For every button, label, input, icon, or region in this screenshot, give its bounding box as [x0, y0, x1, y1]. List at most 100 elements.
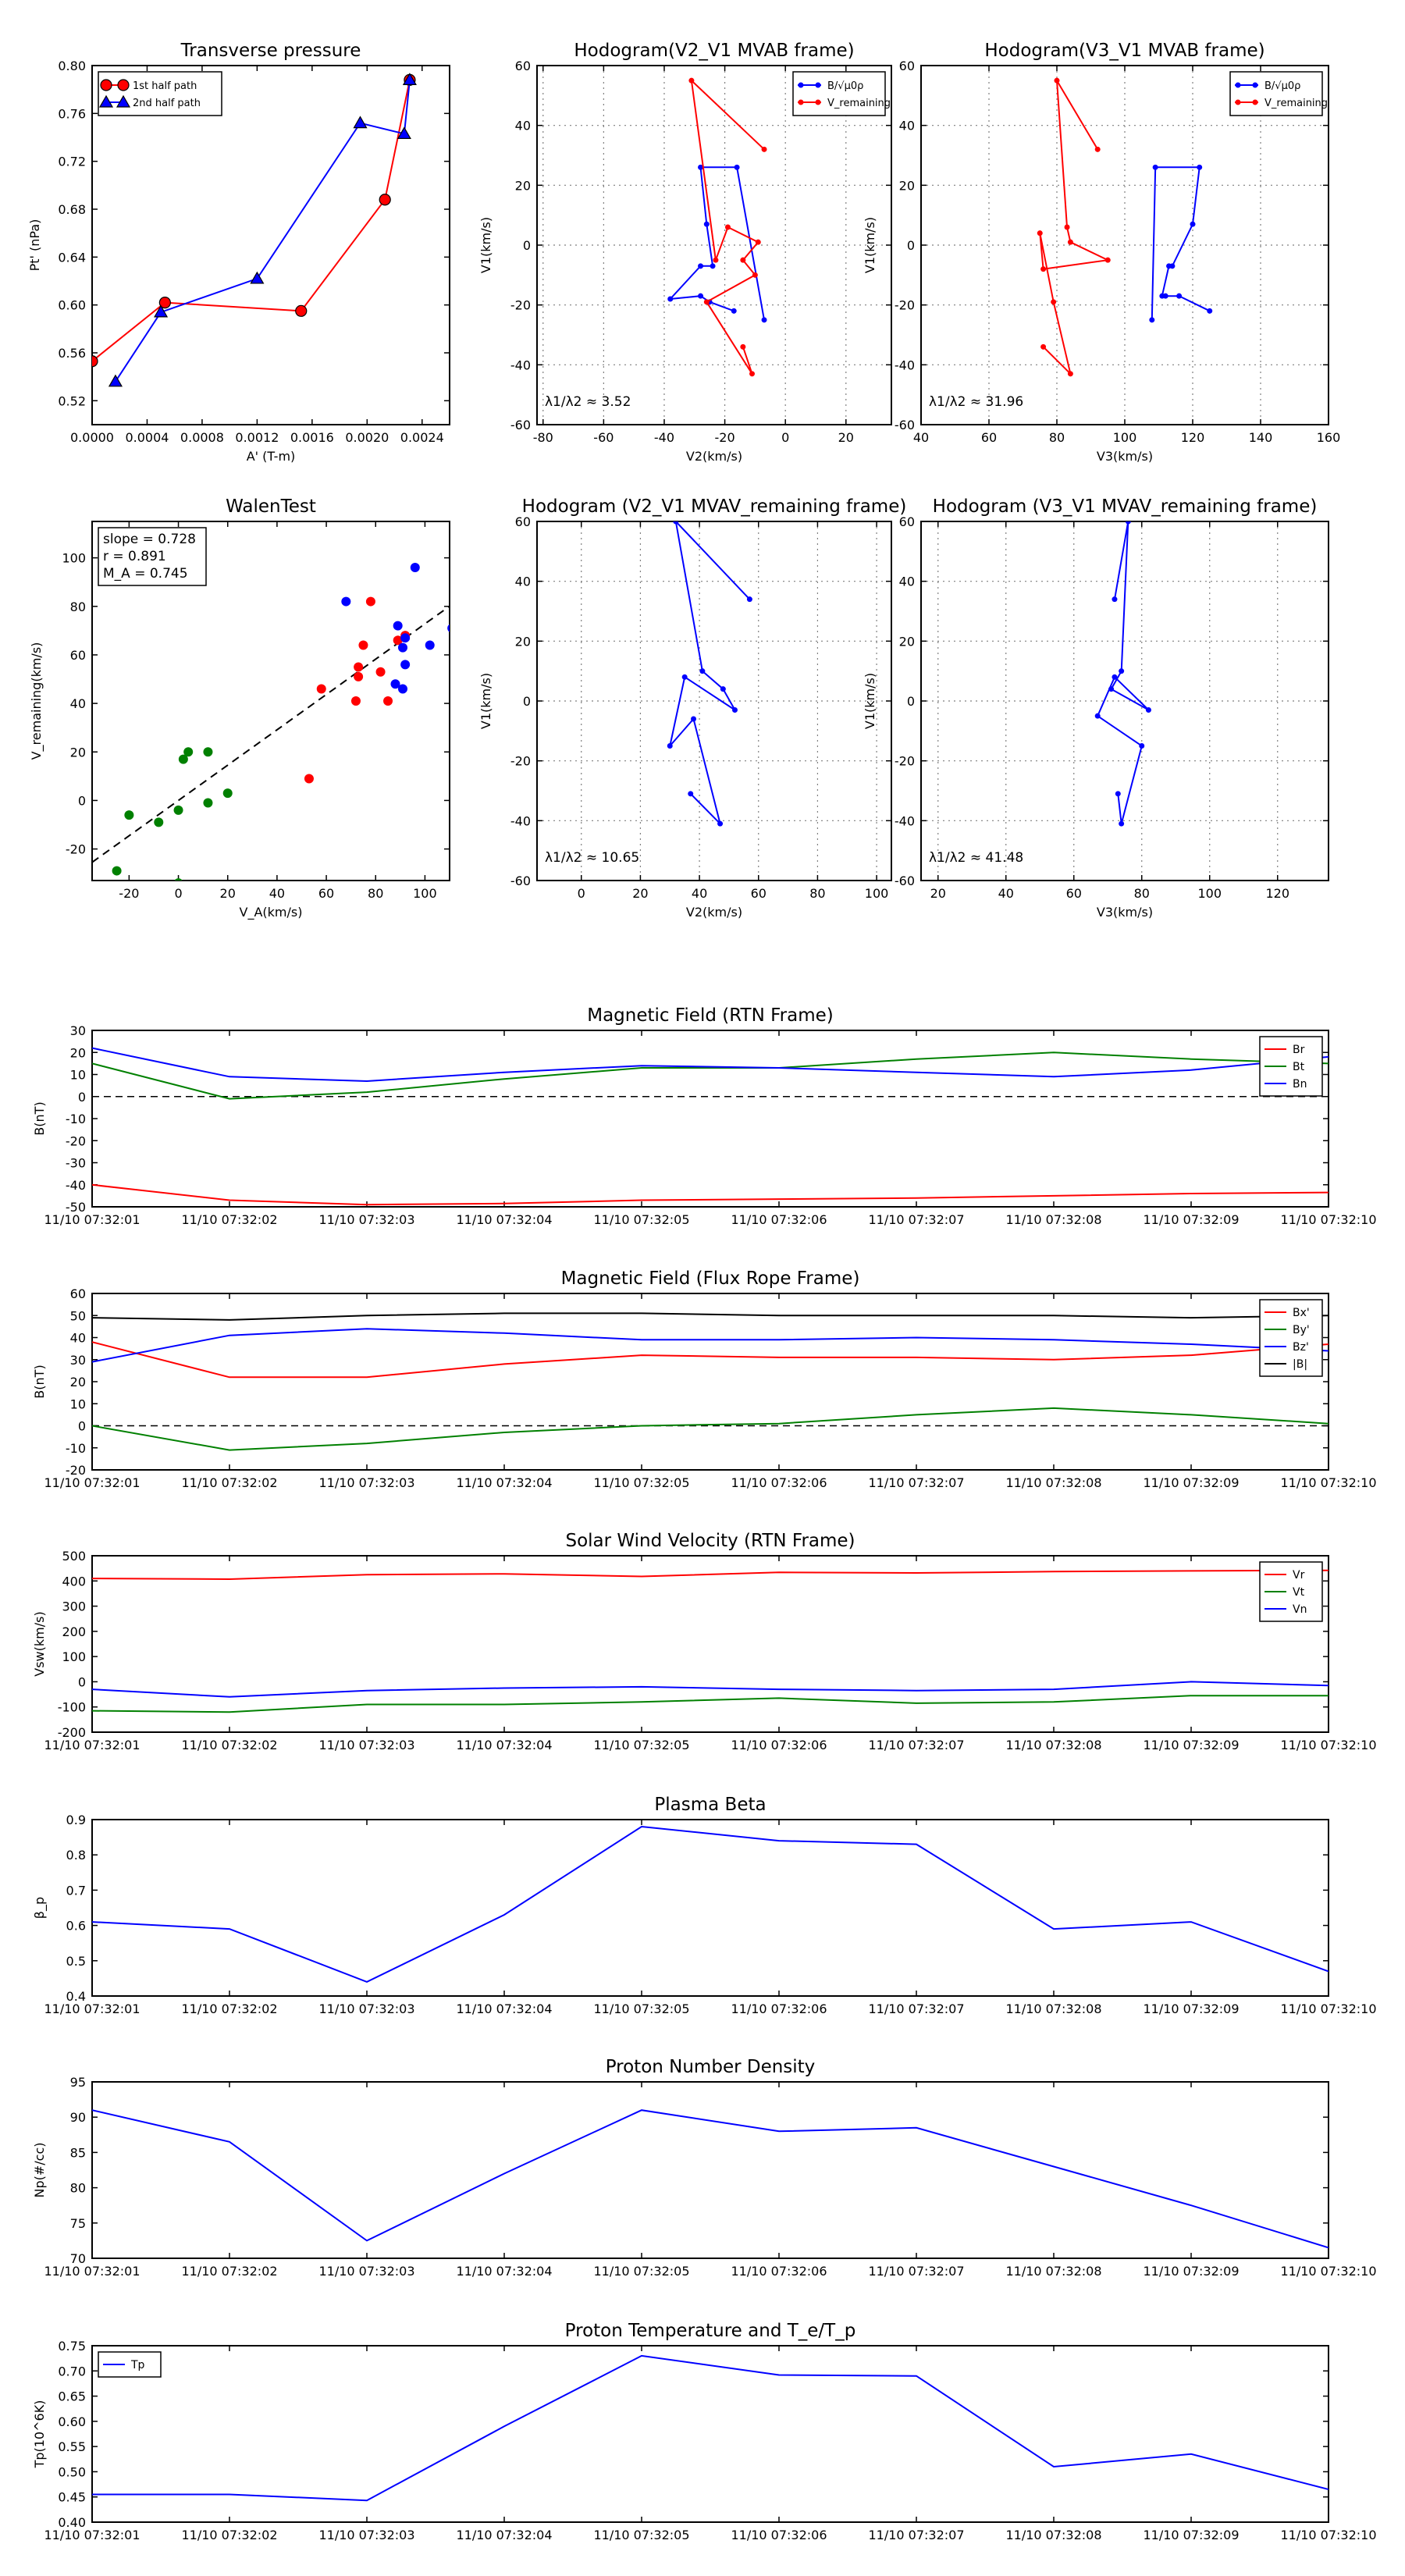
y-tick-label: 30 — [70, 1353, 86, 1368]
x-tick-label: 60 — [751, 886, 767, 901]
plot-frame — [91, 1293, 1329, 1471]
x-tick-label: 11/10 07:32:03 — [318, 1212, 414, 1227]
x-tick-label: 11/10 07:32:09 — [1143, 1475, 1239, 1490]
x-tick-label: 11/10 07:32:01 — [44, 2264, 140, 2279]
scatter-point — [173, 805, 183, 815]
x-tick-label: 120 — [1181, 430, 1205, 445]
y-tick-label: 0.40 — [58, 2515, 86, 2530]
scatter-point — [397, 642, 407, 653]
data-point — [1207, 308, 1213, 314]
x-tick-label: 120 — [1265, 886, 1289, 901]
x-tick-label: 11/10 07:32:04 — [456, 1738, 552, 1752]
y-tick-label: 40 — [899, 119, 915, 133]
legend-label: 1st half path — [133, 80, 197, 92]
x-tick-label: 60 — [318, 886, 334, 901]
data-point — [1152, 164, 1158, 170]
scatter-point — [358, 640, 368, 650]
x-tick-label: 11/10 07:32:05 — [593, 2001, 689, 2016]
plot-frame — [920, 521, 1329, 881]
y-tick-label: 20 — [899, 178, 915, 193]
plot-frame — [920, 65, 1329, 425]
legend-marker — [98, 94, 114, 108]
y-axis-label: B(nT) — [32, 1364, 47, 1398]
y-tick-label: 10 — [70, 1397, 86, 1411]
y-tick-label: 95 — [70, 2075, 86, 2090]
x-tick-label: 0.0024 — [400, 430, 444, 445]
x-tick-label: 20 — [838, 430, 854, 445]
y-axis-label: B(nT) — [32, 1101, 47, 1135]
x-tick-label: 11/10 07:32:06 — [731, 1738, 827, 1752]
y-tick-label: -50 — [66, 1200, 86, 1215]
plot-area — [92, 2354, 1329, 2502]
chart-ts5: 70 75 80 85 90 95 Proton Number Density Np(#/cc… — [32, 2057, 1377, 2279]
x-tick-label: 11/10 07:32:02 — [181, 1475, 277, 1490]
x-tick-label: 100 — [1197, 886, 1222, 901]
legend-label: B/√μ0ρ — [827, 80, 863, 92]
chart-title: Plasma Beta — [654, 1795, 766, 1815]
y-tick-label: 100 — [62, 1649, 86, 1664]
y-tick-label: 0.76 — [58, 106, 86, 121]
x-axis-label: V3(km/s) — [1097, 905, 1153, 920]
data-point — [698, 263, 704, 269]
x-tick-label: 11/10 07:32:02 — [181, 2264, 277, 2279]
eigenvalue-ratio: λ1/λ2 ≈ 31.96 — [929, 394, 1023, 410]
x-tick-label: 0.0020 — [345, 430, 389, 445]
x-tick-label: 11/10 07:32:01 — [44, 1212, 140, 1227]
series-line-3 — [92, 1312, 1329, 1321]
x-tick-label: 20 — [220, 886, 236, 901]
data-point — [710, 263, 716, 269]
y-tick-label: 20 — [515, 634, 531, 649]
eigenvalue-ratio: λ1/λ2 ≈ 41.48 — [929, 850, 1023, 866]
data-point — [1054, 77, 1060, 84]
series-line-1 — [92, 1051, 1329, 1100]
chart-ts1: -50 -40 -30 -20 -10 0 10 20 30 Magnetic Field (RT… — [32, 1005, 1377, 1227]
scatter-point — [383, 696, 393, 706]
data-point — [1119, 820, 1125, 827]
x-axis-label: V3(km/s) — [1097, 449, 1153, 464]
chart-h2: -60 -40 -20 0 20 40 60 40 60 80 100 120 140 160 Hodogr… — [863, 41, 1340, 464]
data-point — [731, 707, 738, 713]
scatter-point — [174, 878, 183, 881]
y-tick-label: 0.45 — [58, 2490, 86, 2505]
y-tick-label: 20 — [70, 1375, 86, 1389]
data-point — [713, 257, 719, 263]
data-point — [397, 126, 411, 139]
data-point — [681, 674, 688, 680]
y-tick-label: 30 — [70, 1023, 86, 1038]
x-tick-label: 0.0016 — [290, 430, 334, 445]
y-tick-label: 0 — [523, 694, 531, 709]
x-axis-label: V_A(km/s) — [240, 905, 303, 920]
legend-label: Br — [1293, 1044, 1305, 1056]
y-tick-label: 0 — [78, 1090, 86, 1105]
y-tick-label: 20 — [899, 634, 915, 649]
x-tick-label: 11/10 07:32:05 — [593, 1738, 689, 1752]
legend-label: Bt — [1293, 1061, 1305, 1073]
legend-label: V_remaining — [1264, 98, 1328, 109]
data-point — [740, 343, 746, 350]
chart-title: Magnetic Field (Flux Rope Frame) — [561, 1268, 860, 1289]
y-tick-label: 0.52 — [58, 393, 86, 408]
x-tick-label: 60 — [981, 430, 997, 445]
y-tick-label: 0.72 — [58, 155, 86, 169]
legend-label: Bz' — [1293, 1341, 1309, 1354]
legend-marker — [100, 79, 112, 91]
plot-frame — [91, 2345, 1329, 2523]
scatter-point — [350, 696, 361, 706]
y-tick-label: 40 — [70, 696, 86, 711]
x-tick-label: 40 — [269, 886, 285, 901]
y-axis-label: V1(km/s) — [478, 217, 493, 273]
legend-marker — [798, 99, 804, 105]
y-tick-label: 40 — [515, 575, 531, 589]
scatter-point — [354, 671, 364, 681]
x-axis-label: V2(km/s) — [686, 449, 742, 464]
data-point — [1037, 230, 1043, 237]
x-tick-label: 11/10 07:32:02 — [181, 1212, 277, 1227]
y-tick-label: 0 — [78, 1419, 86, 1434]
data-point — [353, 116, 368, 129]
scatter-point — [203, 747, 213, 757]
data-point — [717, 820, 724, 827]
x-tick-label: -60 — [593, 430, 614, 445]
series-line-0 — [92, 2109, 1329, 2249]
y-tick-label: 0 — [78, 793, 86, 808]
data-point — [1190, 221, 1196, 227]
